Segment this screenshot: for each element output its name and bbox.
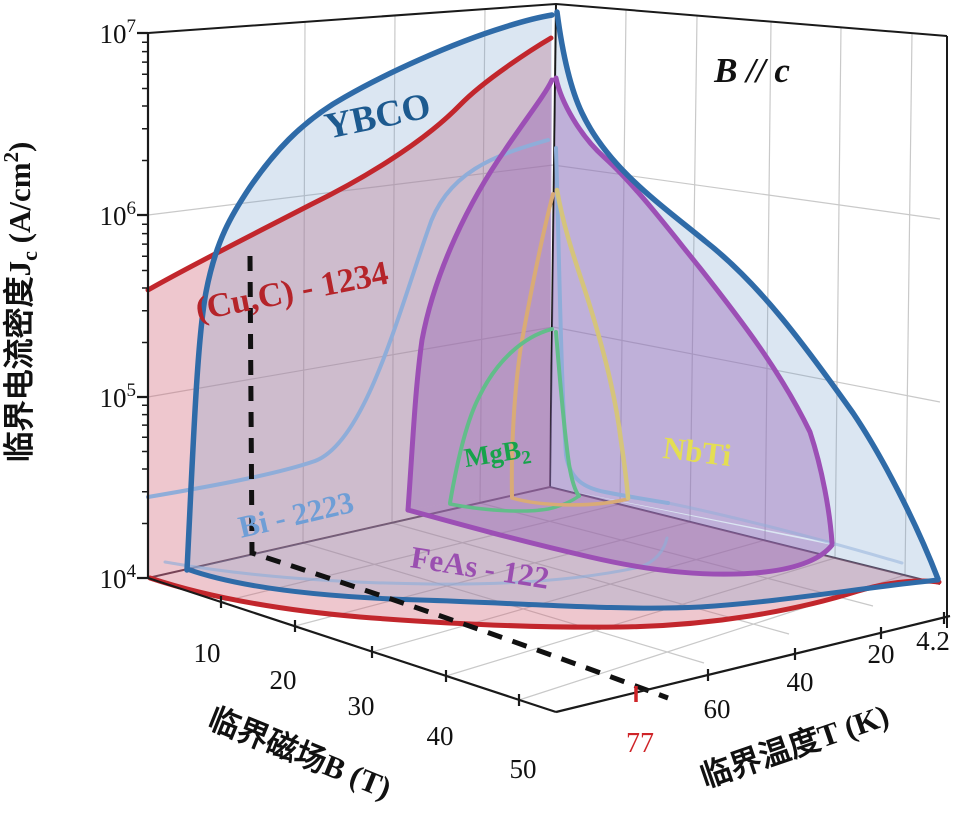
jc-tick-1e4: 104 xyxy=(100,561,137,594)
b-tick-10: 10 xyxy=(194,638,221,668)
bi-2223-floor-curve xyxy=(163,536,669,586)
b-tick-labels: 10 20 30 40 50 xyxy=(194,638,537,784)
nbti-label: NbTi xyxy=(661,430,733,473)
jc-axis-major-ticks xyxy=(137,31,148,580)
t-tick-77-label: 77 xyxy=(626,728,654,759)
jc-tick-1e6: 106 xyxy=(100,198,137,231)
jc-tick-labels: 107 106 105 104 xyxy=(100,16,137,594)
field-orientation-label: B // c xyxy=(713,51,790,90)
b-tick-20: 20 xyxy=(270,665,297,695)
floor-curves xyxy=(147,494,942,630)
cuc-region-left-wall xyxy=(148,38,551,578)
t-axis-ticks xyxy=(706,612,946,681)
t-tick-labels: 60 40 20 4.2 77 xyxy=(626,626,950,759)
b-axis-ticks xyxy=(219,596,521,706)
b-tick-40: 40 xyxy=(427,721,454,751)
right-wall-vertical-grid xyxy=(619,9,913,576)
ybco-curve-right-wall xyxy=(554,9,941,582)
cuc-region-floor xyxy=(148,487,940,628)
mgb2-curve-left-wall xyxy=(448,327,554,505)
corner-spine xyxy=(549,3,557,488)
jc-tick-1e5: 105 xyxy=(100,380,137,413)
jc-axis-title: 临界电流密度Jc (A/cm2) xyxy=(0,142,42,463)
mgb2-floor-curve xyxy=(448,494,581,513)
left-wall-vertical-grid xyxy=(302,8,486,544)
pane-bottom-edges xyxy=(147,485,941,585)
ybco-curve-left-wall xyxy=(184,12,555,573)
b-axis-line xyxy=(147,576,557,714)
mgb2-curve-right-wall xyxy=(554,330,581,498)
t-tick-4p2: 4.2 xyxy=(916,626,950,656)
t-tick-20: 20 xyxy=(868,639,895,669)
floor-grid-b xyxy=(220,503,906,701)
nbti-floor-curve xyxy=(510,496,630,507)
b-tick-50: 50 xyxy=(510,754,537,784)
wall-curves xyxy=(145,9,941,582)
b-tick-30: 30 xyxy=(348,691,375,721)
top-edges xyxy=(147,2,948,37)
jc-axis-minor-ticks xyxy=(142,41,148,525)
t-tick-40: 40 xyxy=(787,667,814,697)
nbti-curve-right-wall xyxy=(554,187,631,501)
frame-back xyxy=(147,2,948,628)
feas-curve-right-wall xyxy=(553,75,835,546)
ybco-floor-curve xyxy=(184,566,941,611)
axes xyxy=(137,31,951,714)
feas-curve-left-wall xyxy=(405,77,555,513)
t-tick-60: 60 xyxy=(704,694,731,724)
bi-2223-tail-right-wall xyxy=(666,501,904,565)
t-axis-line xyxy=(555,614,951,714)
ybco-region-right-wall xyxy=(550,12,940,584)
dashed-77k-guide-line xyxy=(247,255,669,701)
feas-floor-curve xyxy=(405,507,835,577)
feas-region-floor xyxy=(408,487,832,575)
jc-tick-1e7: 107 xyxy=(100,16,137,49)
